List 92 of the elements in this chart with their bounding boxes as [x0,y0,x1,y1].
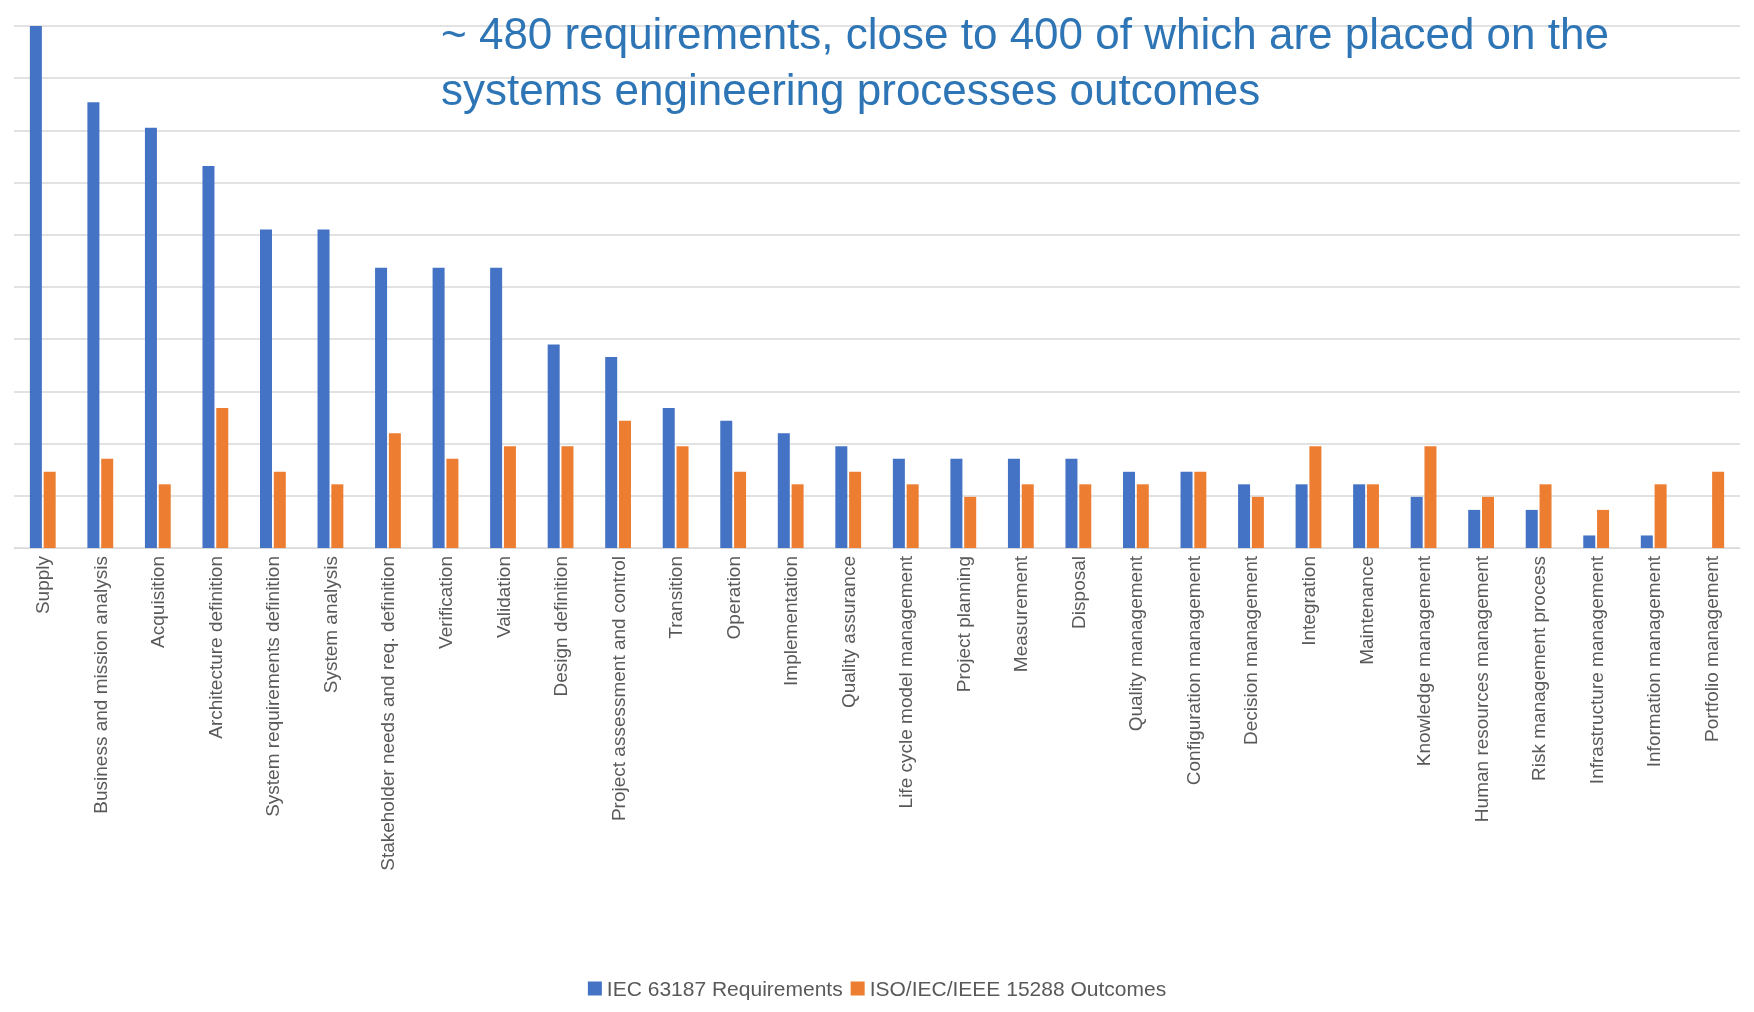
bar [29,26,42,548]
bar [158,484,171,548]
bar [273,471,286,548]
bar [892,458,905,548]
bar [1079,484,1092,548]
x-tick-label: Transition [665,556,687,639]
bar [676,446,689,548]
bar [1597,509,1610,548]
bar [1180,471,1193,548]
bar [43,471,56,548]
bar [216,408,229,548]
bar [87,102,100,548]
bar [1065,458,1078,548]
bar [388,433,401,548]
x-tick-label: System analysis [319,556,341,694]
bar [662,408,675,548]
bar [1482,496,1494,548]
bar [1410,496,1423,548]
bar [1468,509,1481,548]
x-tick-label: Maintenance [1355,556,1377,665]
bar [849,471,862,548]
x-tick-label: Project assessment and control [607,556,629,822]
bar [1309,446,1322,548]
legend-label: ISO/IEC/IEEE 15288 Outcomes [869,977,1167,1000]
bar [317,229,330,548]
bar [1640,535,1653,548]
x-tick-label: Quality management [1125,555,1147,732]
bar [375,267,388,548]
x-tick-label: System requirements definition [262,556,284,817]
x-tick-label: Business and mission analysis [89,556,111,814]
x-tick-label: Infrastructure management [1585,555,1607,785]
bar [1654,484,1667,548]
bar [101,458,114,548]
bar [1238,484,1251,548]
bar [260,229,272,548]
x-tick-label: Measurement [1010,555,1032,673]
x-tick-label: Integration [1298,556,1319,646]
bar [1136,484,1149,548]
bar [835,446,848,548]
x-tick-label: Human resources management [1470,555,1492,823]
bar [1539,484,1552,548]
bar [1295,484,1308,548]
bar [720,420,733,548]
x-tick-label: Disposal [1067,556,1089,629]
x-tick-label: Portfolio management [1700,555,1722,742]
bar [1525,509,1538,548]
bar [1424,446,1437,548]
bar [1366,484,1379,548]
bar [734,471,747,548]
bar [1007,458,1020,548]
x-tick-label: Decision management [1240,555,1262,746]
x-tick-label: Architecture definition [204,556,226,739]
bar [202,165,215,548]
bar [906,484,919,548]
bar [619,420,631,548]
x-tick-label: Stakeholder needs and req. definition [377,556,399,871]
x-tick-label: Quality assurance [837,556,859,709]
x-tick-label: Risk management process [1528,556,1550,781]
bar [777,433,790,548]
bar [1021,484,1034,548]
bar [1583,535,1596,548]
x-tick-label: Supply [32,555,54,615]
x-tick-label: Acquisition [147,556,169,648]
bar [791,484,804,548]
x-tick-label: Implementation [780,556,802,686]
bar [950,458,963,548]
bar [144,127,157,548]
chart-title: ~ 480 requirements, close to 400 of which are placed on the systems engineering processes outcomes [441,8,1622,114]
bar [490,267,503,548]
bar [446,458,459,548]
bar [1194,471,1207,548]
bar [1251,496,1264,548]
x-tick-label: Operation [722,556,744,640]
x-tick-label: Information management [1643,555,1665,768]
legend-label: IEC 63187 Requirements [606,977,843,1000]
x-tick-label: Validation [492,556,514,639]
bar [503,446,516,548]
bar [547,344,560,548]
bar [1712,471,1725,548]
x-tick-label: Design definition [550,556,572,697]
bar [331,484,344,548]
x-tick-label: Project planning [952,556,974,693]
bar [1353,484,1366,548]
bar [964,496,977,548]
bar [432,267,445,548]
bar [605,356,618,548]
x-tick-label: Verification [435,556,456,649]
bar [1123,471,1135,548]
x-tick-label: Life cycle model management [895,555,917,809]
x-tick-label: Knowledge management [1413,555,1435,767]
bar [561,446,574,548]
x-tick-label: Configuration management [1182,555,1204,786]
